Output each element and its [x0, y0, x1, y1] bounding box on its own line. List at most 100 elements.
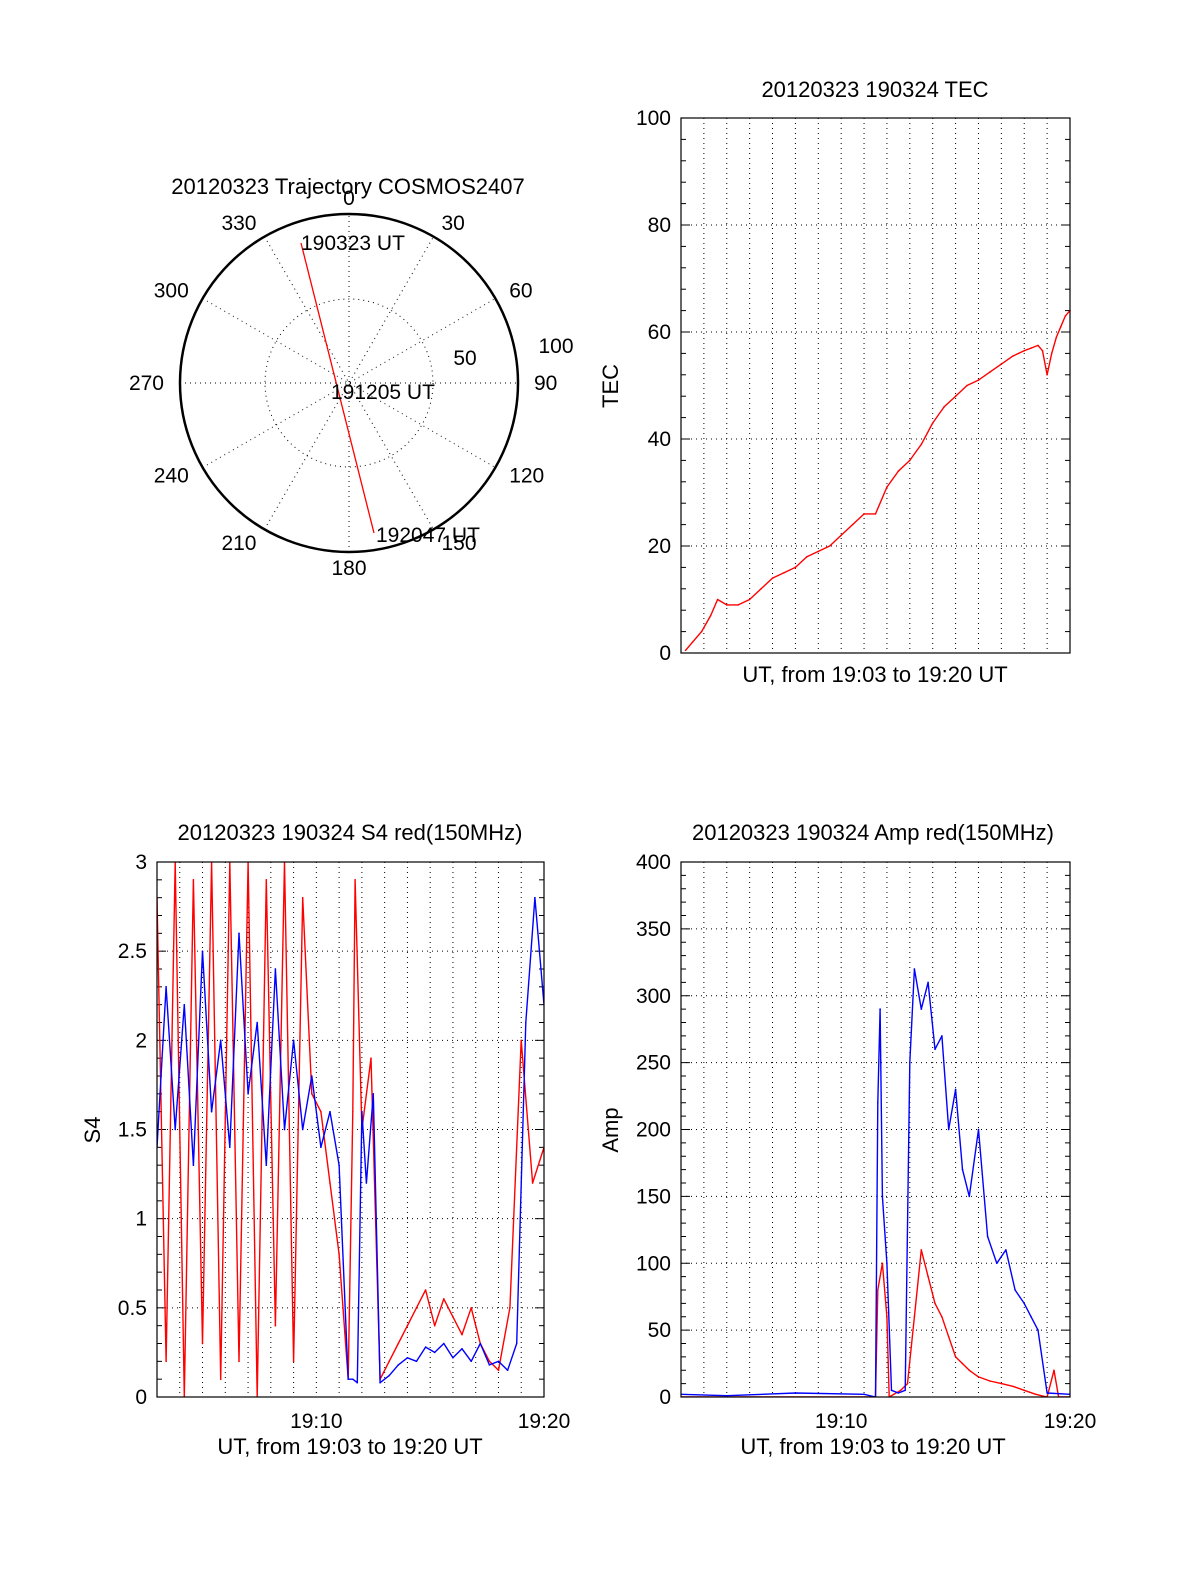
data-point-blue: [1005, 1249, 1007, 1251]
data-point-TEC: [748, 598, 751, 601]
data-point-TEC: [783, 572, 785, 574]
polar-inner-ring: [264, 298, 434, 468]
data-point-TEC: [1037, 344, 1039, 347]
amp-series-group: [681, 968, 1070, 1397]
polar-azimuth-label: 330: [221, 212, 256, 235]
data-point-red: [238, 1360, 240, 1363]
data-point-TEC: [909, 459, 911, 462]
data-point-blue: [534, 896, 536, 899]
data-point-red: [329, 1182, 331, 1184]
s4-series-group: [157, 862, 544, 1397]
series-line-TEC: [685, 310, 1071, 651]
data-point-red: [877, 1289, 879, 1291]
data-point-blue: [274, 968, 277, 970]
s4-x-axis-label: UT, from 19:03 to 19:20 UT: [217, 1434, 482, 1459]
data-point-blue: [996, 1262, 998, 1265]
y-tick-label: 2.5: [118, 940, 147, 963]
data-point-blue: [1023, 1302, 1025, 1305]
data-point-blue: [424, 1346, 427, 1348]
data-point-TEC: [1000, 363, 1003, 365]
data-point-blue: [913, 968, 916, 970]
data-point-red: [301, 896, 304, 899]
data-point-blue: [897, 1392, 900, 1394]
data-point-red: [947, 1336, 950, 1338]
x-tick-label: 19:10: [815, 1410, 868, 1433]
data-point-red: [520, 1039, 522, 1042]
data-point-TEC: [966, 384, 968, 387]
data-point-blue: [954, 1088, 957, 1091]
data-point-TEC: [1064, 315, 1067, 317]
s4-plot-clip: [157, 862, 544, 1397]
polar-azimuth-label: 0: [343, 187, 355, 210]
amp-title: 20120323 190324 Amp red(150MHz): [692, 820, 1054, 845]
data-point-blue: [356, 1381, 359, 1384]
data-point-red: [338, 1253, 340, 1256]
data-point-blue: [479, 1342, 482, 1345]
data-point-red: [292, 1360, 295, 1363]
data-point-TEC: [931, 422, 934, 424]
data-point-blue: [506, 1369, 509, 1372]
data-point-red: [274, 1324, 277, 1327]
data-point-red: [989, 1380, 991, 1382]
polar-azimuth-labels: 0 30 60 90 120 150 180 210 240 270 300 330: [129, 187, 557, 580]
series-line-blue: [681, 968, 1070, 1397]
data-point-red: [531, 1182, 534, 1184]
data-point-TEC: [700, 630, 703, 633]
data-point-blue: [247, 1093, 249, 1095]
amp-panel: 20120323 190324 Amp red(150MHz) 0 50 100 15…: [598, 820, 1096, 1459]
data-point-TEC: [1030, 347, 1032, 349]
data-point-blue: [879, 1008, 881, 1010]
data-point-red: [1012, 1385, 1014, 1388]
x-tick-label: 19:20: [518, 1410, 571, 1433]
data-point-red: [352, 1110, 354, 1113]
data-point-red: [219, 1378, 222, 1380]
amp-x-tick-labels: 19:10 19:20: [815, 1410, 1096, 1433]
data-point-red: [961, 1362, 964, 1365]
data-point-TEC: [691, 641, 694, 644]
tec-title: 20120323 190324 TEC: [761, 77, 988, 102]
polar-azimuth-label: 240: [154, 465, 189, 488]
data-point-blue: [229, 1146, 231, 1149]
data-point-red: [509, 1307, 511, 1309]
tec-panel: 20120323 190324 TEC 0 20 40 60 80 100 UT, fro…: [598, 77, 1071, 687]
data-point-blue: [365, 1182, 368, 1184]
data-point-TEC: [1055, 336, 1058, 339]
data-point-blue: [292, 1039, 295, 1042]
data-point-blue: [1014, 1289, 1016, 1291]
data-point-TEC: [806, 555, 808, 558]
data-point-blue: [265, 1164, 268, 1166]
data-point-blue: [283, 1128, 286, 1131]
data-point-blue: [210, 1110, 213, 1113]
data-point-blue: [397, 1364, 400, 1366]
data-point-TEC: [828, 545, 831, 547]
data-point-TEC: [943, 406, 945, 408]
polar-panel: 20120323 Trajectory COSMOS2407 0 30 60 90 12…: [129, 174, 574, 580]
series-line-red: [157, 862, 544, 1397]
data-point-TEC: [737, 604, 739, 606]
data-point-red: [913, 1316, 916, 1318]
s4-grid: [157, 862, 544, 1397]
data-point-red: [920, 1249, 923, 1251]
data-point-blue: [372, 1093, 375, 1095]
data-point-blue: [201, 950, 204, 952]
data-point-red: [470, 1307, 473, 1309]
x-tick-label: 19:20: [1044, 1410, 1097, 1433]
y-tick-label: 100: [636, 1252, 671, 1275]
s4-title: 20120323 190324 S4 red(150MHz): [178, 820, 523, 845]
y-tick-label: 200: [636, 1119, 671, 1142]
data-point-red: [397, 1342, 400, 1345]
polar-azimuth-label: 30: [442, 212, 465, 235]
data-point-TEC: [794, 566, 797, 569]
data-point-blue: [238, 932, 240, 935]
data-point-blue: [726, 1394, 728, 1397]
data-point-TEC: [1023, 349, 1025, 352]
data-point-TEC: [920, 443, 923, 446]
data-point-blue: [927, 981, 929, 984]
data-point-red: [192, 879, 195, 881]
y-tick-label: 250: [636, 1052, 671, 1075]
y-tick-label: 1: [135, 1208, 147, 1231]
amp-plot-clip: [681, 968, 1070, 1397]
data-point-blue: [379, 1381, 381, 1384]
data-point-red: [201, 1342, 204, 1345]
data-point-blue: [256, 1021, 258, 1024]
